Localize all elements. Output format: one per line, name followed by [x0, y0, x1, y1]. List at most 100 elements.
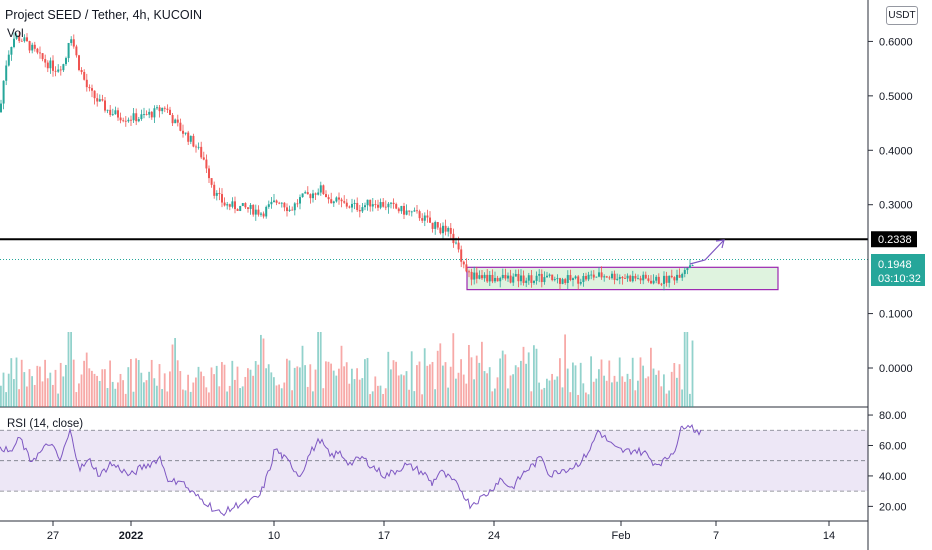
volume-bar [691, 340, 694, 407]
candle [501, 268, 504, 280]
volume-bar [673, 363, 676, 407]
volume-bar [600, 359, 603, 407]
candle [613, 270, 616, 285]
candle [429, 211, 431, 223]
volume-bar [553, 379, 556, 407]
volume-bar [343, 366, 345, 407]
candle [496, 275, 499, 282]
volume-bar [124, 393, 127, 407]
candle [135, 108, 138, 126]
volume-bar [371, 391, 374, 407]
candle [403, 202, 405, 219]
volume-bar [559, 358, 561, 407]
candle [652, 274, 655, 285]
volume-bar [49, 372, 52, 407]
candle [681, 272, 684, 281]
candle [475, 266, 478, 284]
volume-bar [332, 370, 335, 407]
candle [447, 226, 450, 237]
volume-bar [312, 391, 314, 407]
candle [314, 192, 317, 201]
volume-bar [475, 355, 478, 407]
candle [26, 33, 28, 42]
candle [330, 192, 333, 204]
volume-bar [283, 382, 286, 407]
candle [114, 106, 117, 115]
candle [153, 105, 156, 124]
candle [197, 142, 200, 150]
candle [46, 60, 49, 73]
candle [41, 53, 44, 62]
volume-bar [41, 381, 44, 407]
volume-bar [93, 373, 96, 407]
volume-bar [59, 362, 62, 407]
candle [566, 270, 569, 289]
candle [546, 271, 548, 278]
volume-bar [179, 371, 182, 407]
candle [577, 274, 580, 290]
candle [15, 33, 18, 40]
volume-bar [613, 375, 616, 407]
volume-bar [150, 359, 153, 407]
candle [621, 275, 624, 285]
candle [340, 197, 343, 208]
volume-bar [23, 372, 26, 407]
candle [683, 267, 686, 278]
candle [481, 269, 483, 281]
volume-bar [483, 371, 486, 407]
trend-arrow[interactable] [689, 239, 725, 265]
candle [582, 273, 585, 287]
volume-bar [465, 383, 468, 407]
volume-bar [163, 373, 166, 407]
volume-bar [403, 375, 405, 407]
volume-bars [0, 332, 694, 407]
candle [691, 264, 694, 267]
candle [280, 202, 283, 208]
candle [101, 94, 104, 102]
candle [223, 197, 226, 207]
volume-bar [135, 358, 137, 407]
candle [195, 144, 197, 153]
volume-bar [67, 332, 70, 407]
candle [93, 90, 96, 105]
chart-title: Project SEED / Tether, 4h, KUCOIN [5, 8, 203, 22]
volume-bar [171, 344, 174, 407]
candle [322, 184, 325, 195]
volume-bar [499, 358, 501, 407]
candle [306, 186, 309, 195]
volume-bar [236, 366, 239, 407]
volume-bar [647, 376, 650, 407]
volume-bar [512, 374, 514, 407]
candle [673, 276, 676, 285]
candle [241, 202, 244, 207]
volume-bar [231, 360, 234, 407]
volume-bar [325, 361, 327, 407]
volume-bar [335, 375, 338, 407]
candle [210, 178, 213, 188]
volume-bar [80, 374, 83, 407]
candle [140, 109, 143, 121]
volume-bar [520, 360, 522, 407]
volume-bar [169, 371, 171, 407]
volume-bar [348, 383, 351, 407]
candle [88, 84, 91, 92]
candle [361, 203, 364, 213]
volume-bar [421, 394, 423, 407]
volume-bar [364, 359, 366, 407]
candle [49, 57, 52, 74]
candle [491, 269, 494, 284]
volume-bar [462, 374, 465, 407]
volume-bar [676, 377, 678, 407]
volume-bar [668, 390, 670, 407]
volume-bar [241, 386, 244, 407]
candle [592, 270, 595, 281]
volume-label: Vol [7, 26, 24, 40]
volume-bar [621, 376, 624, 407]
level-price-label[interactable]: 0.2338 [871, 231, 917, 248]
volume-bar [683, 332, 686, 407]
currency-button[interactable]: USDT [886, 6, 918, 25]
time-tick: 7 [713, 530, 719, 542]
volume-bar [517, 367, 520, 407]
volume-bar [382, 393, 384, 407]
